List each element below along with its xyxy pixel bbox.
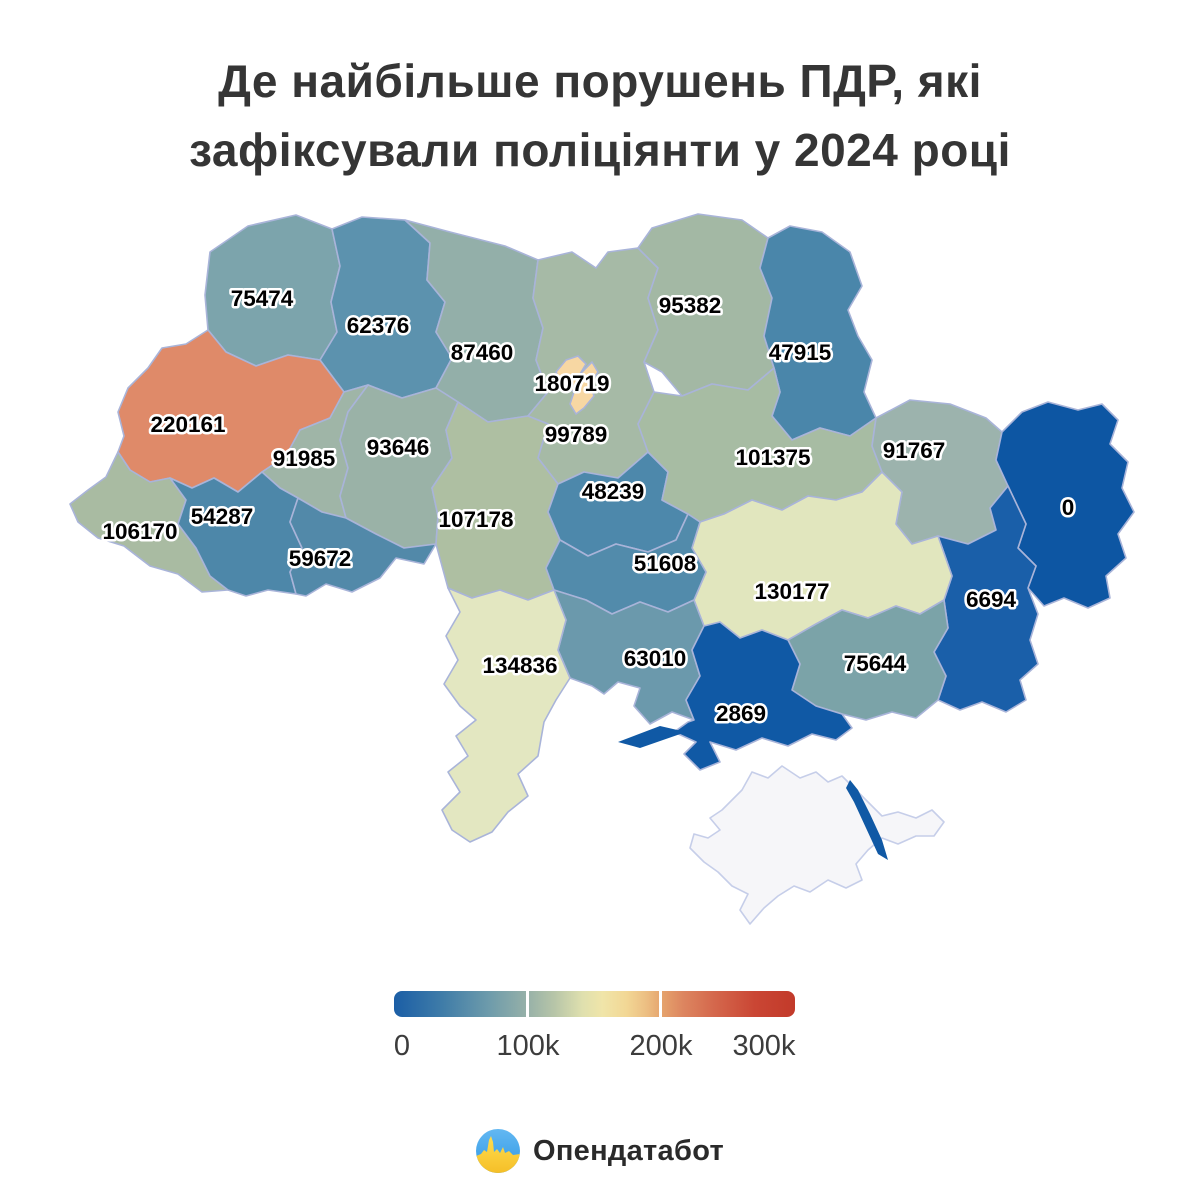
- region-mykolaiv: [553, 589, 705, 725]
- colorbar-label-300k: 300k: [732, 1030, 796, 1062]
- opendatabot-logo-icon: [476, 1129, 520, 1173]
- value-label-zhytomyr: 87460: [451, 340, 514, 365]
- value-label-volyn: 75474: [231, 286, 294, 311]
- region-vinnytsia: [431, 401, 561, 601]
- region-sumy: [759, 225, 877, 441]
- value-label-kharkiv: 91767: [883, 438, 946, 463]
- value-label-chernihiv: 95382: [659, 293, 722, 318]
- value-label-dnipropetrovsk: 130177: [754, 579, 829, 604]
- value-label-vinnytsia: 107178: [438, 507, 513, 532]
- value-label-sumy: 47915: [769, 340, 832, 365]
- value-label-odesa: 134836: [482, 653, 557, 678]
- value-label-mykolaiv: 63010: [624, 646, 687, 671]
- colorbar-gradient: [394, 991, 795, 1017]
- value-label-lviv: 220161: [150, 412, 225, 437]
- region-donetsk: [933, 485, 1039, 713]
- brand-footer: Опендатабот: [0, 1129, 1200, 1173]
- value-label-rivne: 62376: [347, 313, 410, 338]
- value-label-luhansk: 0: [1062, 495, 1075, 520]
- colorbar-tick-100k: [526, 991, 529, 1017]
- value-label-kyiv-oblast: 99789: [545, 422, 608, 447]
- title-line-1: Де найбільше порушень ПДР, які: [218, 55, 982, 107]
- value-label-zakarpattia: 106170: [102, 519, 177, 544]
- kherson-arabat-spit: [846, 780, 888, 860]
- value-label-chernivtsi: 59672: [289, 546, 352, 571]
- region-odesa: [441, 587, 571, 843]
- value-label-ivano-frankivsk: 54287: [191, 504, 254, 529]
- value-label-ternopil: 91985: [273, 446, 336, 471]
- colorbar-label-0: 0: [393, 1030, 411, 1062]
- value-label-donetsk: 6694: [966, 587, 1017, 612]
- region-crimea: [689, 765, 945, 925]
- value-label-cherkasy: 48239: [582, 479, 645, 504]
- value-label-poltava: 101375: [735, 445, 810, 470]
- region-kyiv-city: [555, 355, 599, 415]
- value-label-khmelnytskyi: 93646: [367, 435, 430, 460]
- colorbar-label-200k: 200k: [629, 1030, 693, 1062]
- value-label-kirovohrad: 51608: [634, 551, 697, 576]
- brand-name: Опендатабот: [533, 1134, 724, 1167]
- page-title: Де найбільше порушень ПДР, які зафіксува…: [0, 47, 1200, 185]
- value-label-kyiv-city: 180719: [534, 371, 609, 396]
- value-label-kherson: 2869: [716, 701, 766, 726]
- region-chernivtsi: [289, 497, 437, 597]
- value-label-zaporizhzhia: 75644: [844, 651, 907, 676]
- region-kherson: [673, 621, 853, 771]
- kherson-kinburn-spit: [618, 726, 686, 748]
- colorbar-label-100k: 100k: [496, 1030, 560, 1062]
- title-line-2: зафіксували поліціянти у 2024 році: [189, 124, 1011, 176]
- colorbar-tick-200k: [659, 991, 662, 1017]
